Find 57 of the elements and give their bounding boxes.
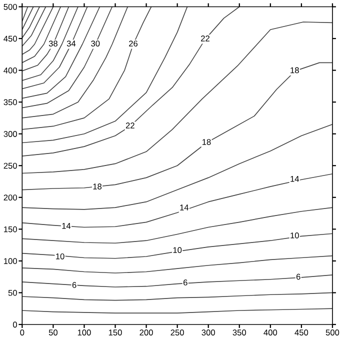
x-tick-label: 50 (48, 330, 58, 336)
x-tick-label: 350 (232, 330, 246, 336)
x-tick-label: 250 (170, 330, 184, 336)
x-tick-label: 400 (264, 330, 278, 336)
y-tick-label: 300 (4, 131, 17, 137)
annotation: 10 (56, 253, 64, 260)
annotation: 30 (91, 40, 100, 46)
y-tick-label: 450 (4, 36, 17, 42)
line-series (22, 6, 240, 157)
x-tick-label: 300 (202, 330, 215, 336)
line-series (22, 233, 332, 259)
line-series (22, 255, 332, 274)
x-tick-label: 100 (78, 330, 91, 336)
line-series (22, 6, 188, 144)
line-series (22, 292, 332, 301)
annotation: 34 (66, 40, 76, 46)
annotation: 10 (290, 232, 299, 238)
y-tick-label: 0 (12, 322, 17, 328)
line-series (22, 6, 152, 130)
x-tick-label: 450 (294, 330, 308, 336)
x-tick-label: 0 (20, 330, 24, 336)
annotation: 26 (129, 40, 138, 46)
x-tick-label: 200 (140, 330, 153, 336)
annotation: 18 (290, 67, 299, 74)
y-tick-label: 100 (4, 258, 17, 264)
annotation: 14 (290, 176, 300, 182)
annotation: 14 (180, 204, 189, 210)
y-tick-label: 50 (8, 290, 17, 296)
line-series (22, 124, 332, 210)
y-tick-label: 400 (4, 68, 17, 74)
line-series (22, 22, 332, 174)
annotation: 10 (173, 247, 182, 254)
line-series (22, 6, 88, 90)
line-series (22, 62, 332, 190)
y-tick-label: 350 (4, 99, 17, 106)
line-series (22, 6, 62, 64)
annotation: 22 (201, 36, 210, 42)
line-series (22, 173, 332, 228)
y-tick-label: 150 (4, 226, 17, 232)
annotation: 6 (72, 282, 76, 288)
annotation: 38 (48, 40, 58, 46)
annotation: 6 (183, 280, 188, 286)
y-tick-label: 250 (4, 162, 17, 169)
line-series (22, 6, 100, 99)
line-series (22, 6, 128, 118)
line-series (22, 6, 78, 81)
x-tick-label: 150 (108, 330, 122, 336)
annotation: 14 (62, 223, 71, 229)
y-tick-label: 200 (4, 194, 17, 200)
y-tick-label: 500 (4, 4, 17, 10)
annotation: 18 (93, 184, 102, 190)
annotation: 6 (296, 274, 300, 280)
line-series (22, 274, 332, 288)
annotation: 22 (126, 122, 134, 128)
x-tick-label: 500 (326, 330, 340, 336)
line-series (22, 6, 113, 108)
annotation: 18 (202, 139, 211, 145)
